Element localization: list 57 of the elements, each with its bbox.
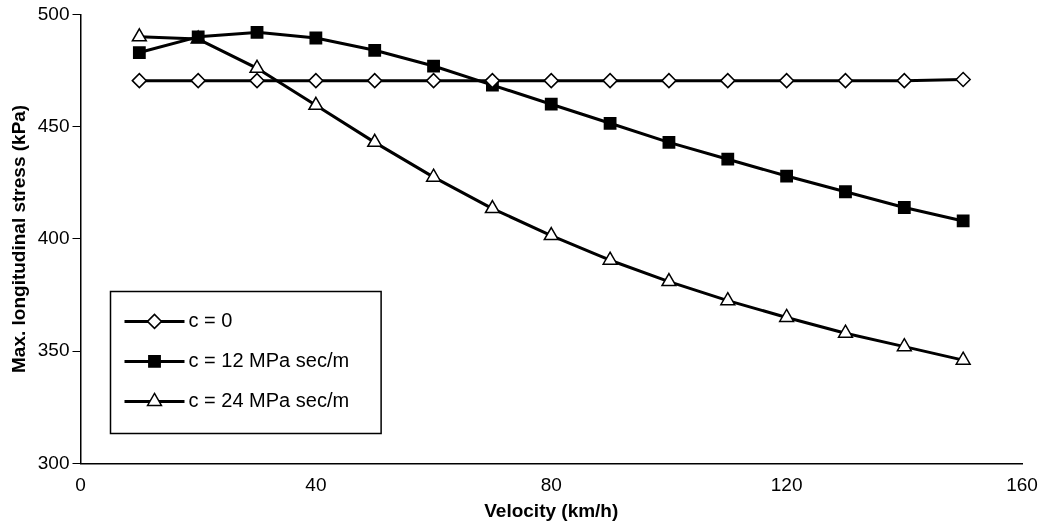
point — [839, 185, 852, 199]
x-tick-label: 160 — [1006, 474, 1038, 496]
y-axis-title: Max. longitudinal stress (kPa) — [7, 104, 29, 373]
point — [484, 72, 501, 89]
y-tick-label: 350 — [37, 339, 70, 361]
x-tick-label: 120 — [770, 474, 803, 496]
legend-label: c = 12 MPa sec/m — [188, 348, 350, 371]
point — [132, 46, 146, 59]
point — [425, 72, 442, 89]
point — [955, 351, 971, 365]
point — [131, 28, 148, 42]
point — [837, 324, 854, 338]
point — [897, 201, 911, 214]
point — [602, 251, 618, 265]
point — [249, 59, 265, 74]
point — [367, 133, 383, 148]
x-tick-label: 0 — [75, 474, 86, 496]
point — [190, 72, 206, 89]
legend-label: c = 0 — [188, 308, 233, 331]
legend-label: c = 24 MPa sec/m — [188, 388, 350, 411]
point — [778, 72, 795, 89]
point — [955, 71, 971, 88]
x-axis-title: Velocity (km/h) — [484, 499, 619, 521]
point — [661, 72, 677, 89]
point — [661, 272, 677, 287]
point — [896, 72, 913, 89]
point — [544, 97, 558, 111]
point — [131, 72, 148, 89]
point — [427, 59, 440, 73]
point — [309, 31, 323, 45]
point — [308, 72, 324, 89]
point — [662, 135, 676, 149]
point — [720, 72, 736, 89]
point — [543, 72, 559, 89]
point — [425, 168, 442, 182]
point — [249, 72, 265, 89]
y-tick-label: 500 — [37, 2, 70, 24]
point — [837, 72, 854, 89]
point — [896, 337, 912, 352]
y-tick-label: 400 — [37, 227, 70, 249]
point — [250, 25, 264, 39]
point — [308, 96, 324, 111]
point — [368, 43, 382, 57]
point — [543, 226, 559, 241]
x-tick-label: 80 — [540, 474, 562, 496]
point — [484, 199, 501, 214]
point — [778, 308, 795, 323]
point — [366, 72, 383, 89]
point — [721, 152, 735, 166]
point — [720, 291, 736, 306]
y-tick-label: 300 — [37, 451, 70, 473]
y-tick-label: 450 — [37, 114, 70, 136]
point — [780, 169, 794, 183]
point — [956, 214, 970, 228]
point — [603, 116, 617, 130]
point — [602, 72, 618, 89]
x-tick-label: 40 — [305, 474, 327, 496]
